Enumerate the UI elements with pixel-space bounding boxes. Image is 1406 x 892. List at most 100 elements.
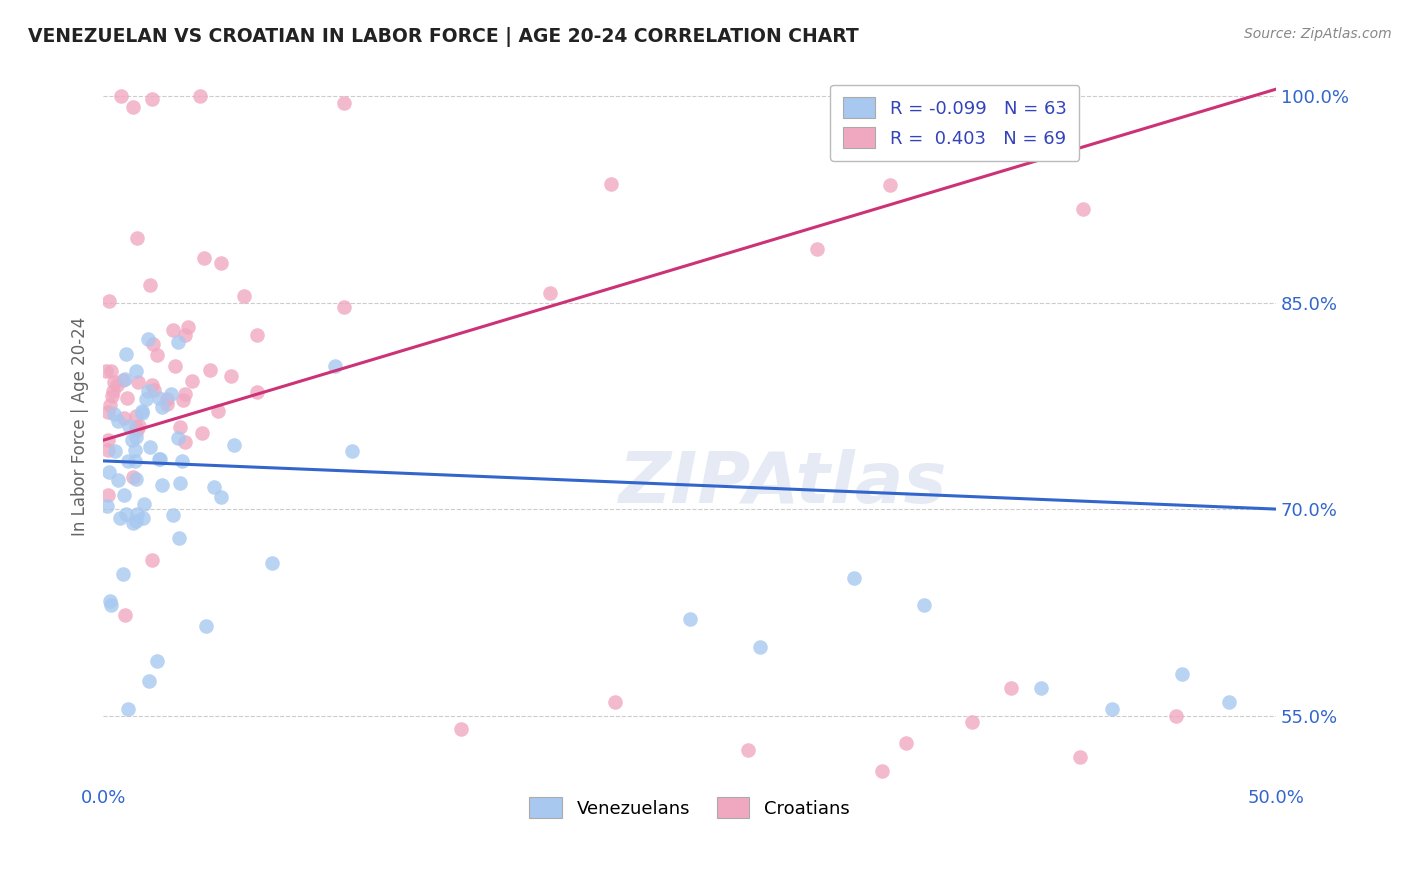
Point [806,242,828,256]
Point [207,404,229,418]
Point [1000,681,1022,695]
Point [98,594,121,608]
Point [912,599,935,613]
Point [894,736,917,750]
Point [150,478,173,492]
Point [1166,708,1188,723]
Point [333,95,356,110]
Point [599,177,621,191]
Y-axis label: In Labor Force | Age 20-24: In Labor Force | Age 20-24 [72,317,89,536]
Point [97,404,120,418]
Point [146,653,169,667]
Point [1101,702,1123,716]
Point [209,490,232,504]
Point [114,608,136,623]
Point [124,443,146,458]
Point [194,619,217,633]
Text: Source: ZipAtlas.com: Source: ZipAtlas.com [1244,27,1392,41]
Point [103,408,125,422]
Point [262,556,284,570]
Point [125,230,148,244]
Point [166,335,188,350]
Point [115,347,138,361]
Point [1171,667,1194,681]
Point [125,409,148,424]
Point [94,364,117,378]
Point [124,420,146,434]
Point [162,323,184,337]
Point [156,396,179,410]
Point [173,387,195,401]
Point [142,337,165,351]
Point [114,372,136,386]
Point [131,404,153,418]
Point [149,452,172,467]
Point [603,695,626,709]
Point [122,516,145,530]
Point [138,277,160,292]
Point [97,442,120,457]
Point [103,384,125,398]
Point [125,508,148,522]
Point [172,392,194,407]
Point [98,398,121,412]
Point [117,702,139,716]
Point [842,571,865,585]
Point [127,423,149,437]
Point [209,256,232,270]
Point [323,359,346,373]
Point [96,499,118,513]
Point [112,410,135,425]
Point [107,473,129,487]
Point [125,472,148,486]
Point [333,300,356,314]
Point [224,438,246,452]
Point [737,743,759,757]
Point [136,384,159,398]
Point [122,469,145,483]
Point [101,389,124,403]
Point [121,100,143,114]
Point [233,289,256,303]
Point [148,452,170,467]
Legend: Venezuelans, Croatians: Venezuelans, Croatians [522,790,856,825]
Point [246,384,269,399]
Point [1218,695,1240,709]
Point [173,328,195,343]
Point [100,364,122,378]
Point [167,432,190,446]
Point [132,497,155,511]
Point [97,488,120,502]
Point [962,715,984,730]
Point [143,383,166,397]
Point [110,89,132,103]
Point [112,488,135,502]
Point [121,433,143,447]
Point [148,391,170,405]
Point [221,369,243,384]
Point [160,387,183,401]
Point [678,612,700,626]
Text: VENEZUELAN VS CROATIAN IN LABOR FORCE | AGE 20-24 CORRELATION CHART: VENEZUELAN VS CROATIAN IN LABOR FORCE | … [28,27,859,46]
Point [150,401,173,415]
Point [170,454,193,468]
Point [136,332,159,346]
Point [125,514,148,528]
Point [107,414,129,428]
Point [246,327,269,342]
Point [174,435,197,450]
Point [748,640,770,654]
Point [103,375,125,389]
Point [105,378,128,392]
Point [340,443,363,458]
Point [879,178,901,192]
Point [1031,681,1053,695]
Point [200,362,222,376]
Point [167,531,190,545]
Point [162,508,184,523]
Point [100,599,122,613]
Point [146,348,169,362]
Point [97,433,120,447]
Point [132,511,155,525]
Point [450,723,472,737]
